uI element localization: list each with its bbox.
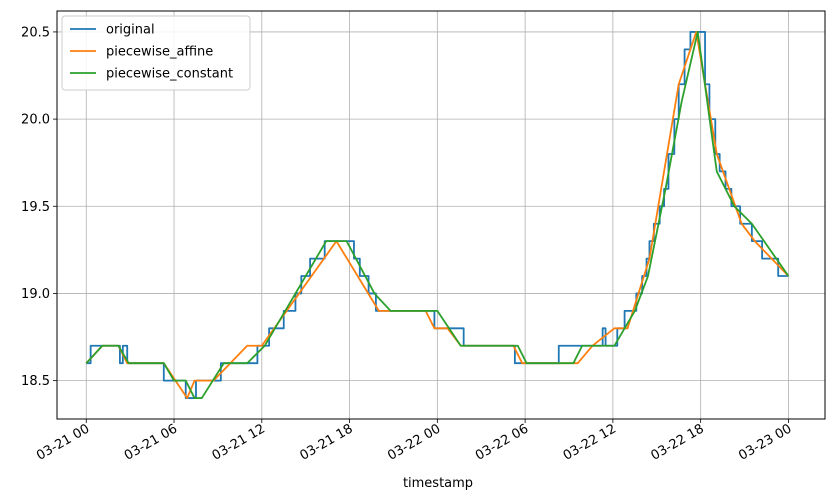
legend: original piecewise_affine piecewise_consta… (61, 15, 251, 91)
legend-label: original (106, 23, 155, 38)
y-tick-label: 20.0 (21, 113, 50, 128)
y-tick-label: 19.0 (21, 287, 50, 302)
legend-box (61, 15, 251, 91)
legend-label: piecewise_affine (106, 45, 213, 60)
y-tick-label: 19.5 (21, 200, 50, 215)
x-axis: 03-21 00 03-21 06 03-21 12 03-21 18 03-22 00… (34, 419, 794, 464)
x-tick-label: 03-21 12 (210, 421, 268, 463)
x-tick-label: 03-21 06 (122, 421, 180, 463)
legend-label: piecewise_constant (106, 67, 233, 82)
x-tick-label: 03-23 00 (736, 421, 794, 463)
series-line-piecewise-constant (85, 31, 790, 399)
y-tick-label: 18.5 (21, 374, 50, 389)
y-tick-label: 20.5 (21, 25, 50, 40)
x-tick-label: 03-22 18 (649, 421, 707, 463)
x-tick-label: 03-22 12 (561, 421, 619, 463)
y-axis: 18.5 19.0 19.5 20.0 20.5 (21, 25, 57, 389)
x-axis-label: timestamp (403, 476, 473, 491)
x-tick-label: 03-21 00 (34, 421, 92, 463)
plot-frame (56, 10, 826, 420)
x-tick-label: 03-22 06 (473, 421, 531, 463)
x-tick-label: 03-22 00 (385, 421, 443, 463)
series-lines (85, 31, 790, 399)
x-tick-label: 03-21 18 (297, 421, 355, 463)
